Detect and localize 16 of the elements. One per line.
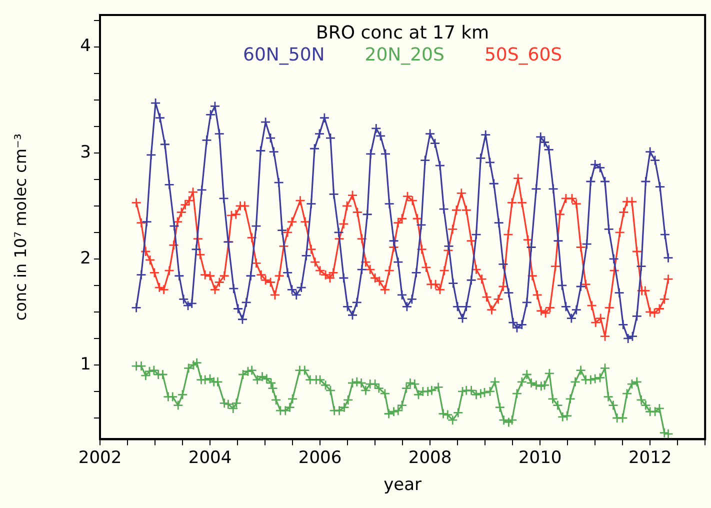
x-tick-label: 2006 <box>298 448 342 468</box>
text: 60N_50N <box>243 44 325 66</box>
x-axis-title: year <box>384 475 422 496</box>
x-tick-label: 2008 <box>408 448 452 468</box>
x-tick-label: 2010 <box>518 448 562 468</box>
x-tick-label: 2002 <box>78 448 122 468</box>
chart-title: BRO conc at 17 km <box>316 22 490 44</box>
text: 20N_20S <box>364 44 444 66</box>
text: 50S_60S <box>484 44 562 66</box>
x-tick-label: 2004 <box>188 448 232 468</box>
x-tick-label: 2012 <box>628 448 672 468</box>
y-tick-label: 2 <box>80 248 91 268</box>
y-axis-title: conc in 10⁷ molec cm⁻³ <box>10 134 30 321</box>
y-tick-label: 1 <box>80 354 91 374</box>
y-tick-label: 3 <box>80 142 91 162</box>
y-tick-label: 4 <box>80 36 91 56</box>
